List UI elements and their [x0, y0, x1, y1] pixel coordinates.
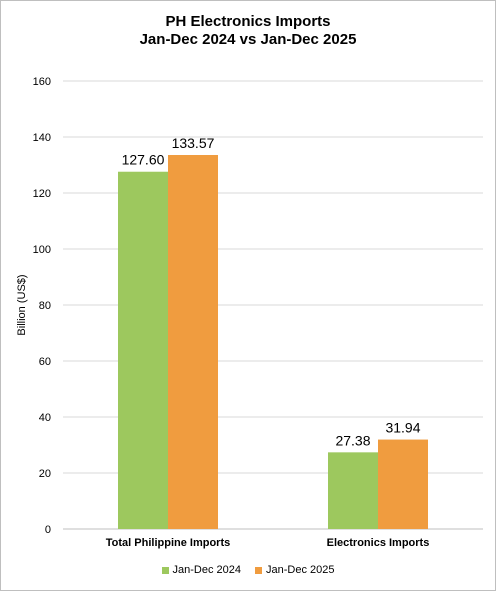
y-tick-label: 100 [33, 244, 51, 256]
y-tick-label: 160 [33, 76, 51, 88]
y-tick-label: 140 [33, 132, 51, 144]
x-category-label: Total Philippine Imports [106, 537, 230, 549]
bar [328, 452, 378, 529]
legend-item-2024: Jan-Dec 2024 [161, 564, 242, 576]
data-label: 133.57 [172, 135, 215, 151]
y-tick-label: 120 [33, 188, 51, 200]
legend-item-2025: Jan-Dec 2025 [255, 564, 335, 576]
legend-label-2025: Jan-Dec 2025 [266, 564, 335, 576]
x-category-label: Electronics Imports [327, 537, 430, 549]
chart-title: PH Electronics Imports Jan-Dec 2024 vs J… [1, 13, 495, 49]
bar [378, 439, 428, 529]
chart-title-line1: PH Electronics Imports [165, 13, 331, 30]
y-tick-label: 40 [39, 412, 51, 424]
y-tick-label: 80 [39, 300, 51, 312]
legend: Jan-Dec 2024 Jan-Dec 2025 [1, 564, 495, 576]
bar [118, 171, 168, 529]
data-label: 31.94 [385, 420, 420, 436]
y-tick-label: 0 [45, 524, 51, 536]
y-tick-label: 20 [39, 468, 51, 480]
y-axis-label: Billion (US$) [16, 274, 28, 335]
legend-swatch-2025 [255, 566, 262, 574]
bar [168, 155, 218, 529]
legend-label-2024: Jan-Dec 2024 [172, 564, 242, 576]
data-label: 27.38 [335, 432, 370, 448]
data-label: 127.60 [122, 152, 165, 168]
chart-title-line2: Jan-Dec 2024 vs Jan-Dec 2025 [139, 31, 357, 48]
legend-swatch-2024 [161, 566, 169, 574]
y-tick-label: 60 [39, 356, 51, 368]
